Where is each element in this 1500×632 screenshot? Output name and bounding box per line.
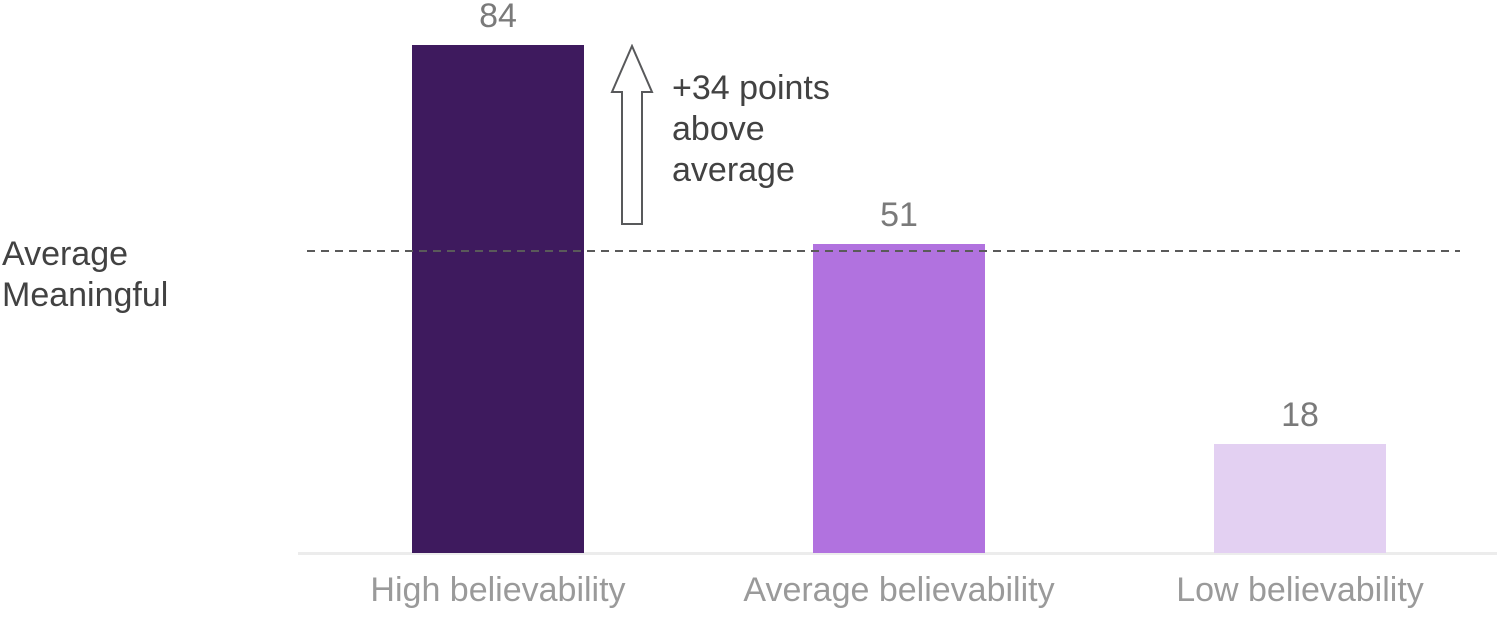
category-label-low: Low believability [1176,571,1424,609]
bar-low-believability [1214,444,1386,553]
category-label-high: High believability [370,571,626,609]
reference-line-label-line2: Meaningful [2,276,169,314]
annotation-line-2: above [672,110,765,148]
x-axis-baseline [298,552,1497,555]
up-arrow-icon [610,44,654,225]
annotation-line-1: +34 points [672,69,830,107]
average-reference-line [307,250,1460,252]
bar-value-label-high: 84 [479,0,517,35]
bar-value-label-average: 51 [880,196,918,234]
bar-value-label-low: 18 [1281,396,1319,434]
annotation-line-3: average [672,151,795,189]
annotation-text: +34 points above average [672,68,830,191]
category-label-average: Average believability [743,571,1055,609]
bar-high-believability [412,45,584,553]
reference-line-label-line1: Average [2,235,129,273]
bar-average-believability [813,244,985,553]
reference-line-label: Average Meaningful [2,234,168,316]
